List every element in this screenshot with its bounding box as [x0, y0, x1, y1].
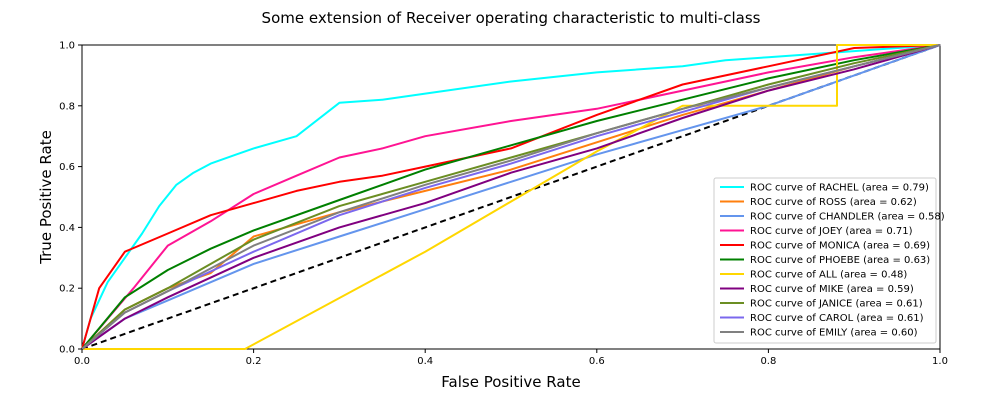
legend-label: ROC curve of ALL (area = 0.48) — [750, 270, 907, 281]
roc-curve-line — [81, 44, 941, 350]
legend-label: ROC curve of PHOEBE (area = 0.63) — [750, 255, 930, 266]
legend: ROC curve of RACHEL (area = 0.79) ROC cur… — [713, 177, 945, 344]
legend-items: ROC curve of RACHEL (area = 0.79) ROC cur… — [720, 183, 945, 339]
y-tick-label: 0.6 — [59, 162, 75, 173]
legend-label: ROC curve of MONICA (area = 0.69) — [750, 241, 930, 252]
legend-label: ROC curve of CHANDLER (area = 0.58) — [750, 212, 945, 223]
legend-label: ROC curve of ROSS (area = 0.62) — [750, 197, 917, 208]
y-axis-ticks: 0.0 0.2 0.4 0.6 0.8 1.0 — [59, 41, 82, 356]
chart-title: Some extension of Receiver operating cha… — [262, 9, 761, 27]
roc-curve-line — [81, 44, 941, 350]
y-tick-label: 1.0 — [59, 41, 75, 52]
x-tick-label: 1.0 — [932, 356, 948, 367]
roc-curve-line — [81, 44, 941, 350]
roc-curve-line — [81, 44, 941, 350]
x-tick-label: 0.4 — [417, 356, 433, 367]
x-axis-ticks: 0.0 0.2 0.4 0.6 0.8 1.0 — [74, 349, 948, 367]
legend-label: ROC curve of RACHEL (area = 0.79) — [750, 183, 929, 194]
roc-curve-line — [81, 44, 941, 350]
roc-curve-line — [81, 44, 941, 350]
legend-label: ROC curve of JOEY (area = 0.71) — [750, 226, 913, 237]
legend-label: ROC curve of MIKE (area = 0.59) — [750, 284, 914, 295]
legend-label: ROC curve of EMILY (area = 0.60) — [750, 328, 918, 339]
y-tick-label: 0.8 — [59, 101, 75, 112]
roc-curve-line — [81, 44, 941, 350]
y-tick-label: 0.0 — [59, 345, 75, 356]
y-tick-label: 0.2 — [59, 284, 75, 295]
legend-label: ROC curve of CAROL (area = 0.61) — [750, 313, 924, 324]
roc-curve-line — [81, 44, 941, 350]
x-axis-label: False Positive Rate — [441, 373, 580, 391]
series-layer — [81, 44, 941, 350]
legend-frame — [713, 177, 937, 344]
x-tick-label: 0.6 — [589, 356, 605, 367]
x-tick-label: 0.2 — [246, 356, 262, 367]
chance-diagonal-line — [81, 44, 941, 350]
x-tick-label: 0.8 — [760, 356, 776, 367]
roc-curve-line — [82, 44, 940, 350]
chance-diagonal — [81, 44, 941, 350]
legend-label: ROC curve of JANICE (area = 0.61) — [750, 299, 923, 310]
y-tick-label: 0.4 — [59, 223, 75, 234]
x-tick-label: 0.0 — [74, 356, 90, 367]
y-axis-label: True Positive Rate — [37, 130, 55, 265]
